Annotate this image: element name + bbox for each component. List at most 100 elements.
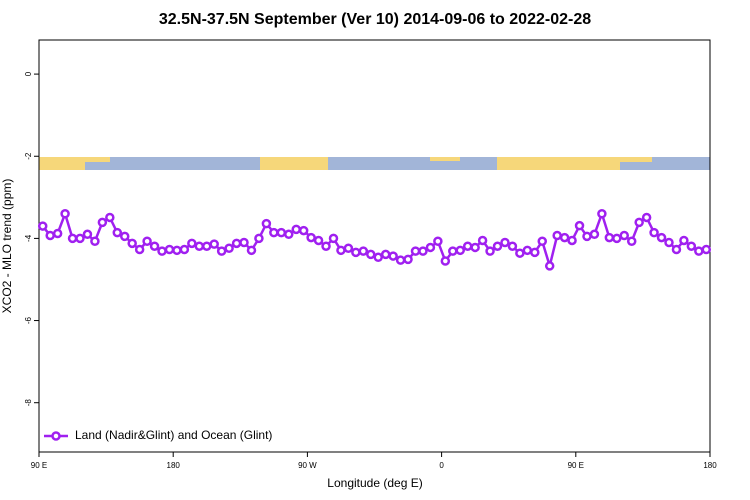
- data-point: [552, 230, 562, 241]
- data-point: [403, 254, 413, 265]
- data-point: [75, 233, 85, 244]
- data-point: [246, 245, 257, 256]
- data-point: [336, 245, 346, 256]
- y-tick-label: -2: [24, 152, 33, 160]
- data-point: [582, 231, 592, 242]
- data-point: [701, 244, 712, 255]
- data-point: [604, 232, 615, 243]
- data-point: [433, 236, 443, 247]
- data-point: [589, 229, 600, 240]
- data-point: [634, 217, 644, 228]
- data-point: [209, 239, 219, 249]
- data-point: [515, 248, 525, 258]
- data-point: [202, 241, 212, 251]
- chart-title: 32.5N-37.5N September (Ver 10) 2014-09-0…: [159, 11, 591, 28]
- data-point: [164, 244, 175, 255]
- data-point: [395, 255, 406, 265]
- data-point: [537, 236, 547, 247]
- data-point: [440, 256, 451, 266]
- data-point: [179, 244, 190, 255]
- data-point: [626, 236, 637, 247]
- x-tick-label: 90 W: [298, 461, 317, 470]
- x-axis-label: Longitude (deg E): [327, 476, 422, 490]
- data-point: [82, 229, 93, 240]
- data-point: [507, 241, 518, 251]
- data-point: [686, 241, 697, 251]
- data-point: [67, 233, 78, 244]
- data-point: [187, 238, 197, 249]
- data-point: [656, 232, 667, 243]
- data-point: [269, 227, 279, 238]
- data-point: [276, 227, 287, 238]
- data-point: [462, 241, 473, 251]
- data-point: [612, 233, 622, 244]
- x-tick-label: 0: [439, 461, 444, 470]
- data-point: [313, 235, 324, 246]
- data-point: [298, 225, 309, 236]
- data-point: [366, 249, 376, 260]
- data-point: [194, 241, 205, 251]
- y-axis-label: XCO2 - MLO trend (ppm): [0, 179, 14, 314]
- data-point: [261, 218, 272, 229]
- data-point: [418, 246, 428, 256]
- x-tick-label: 180: [167, 461, 181, 470]
- data-point: [380, 249, 391, 260]
- y-tick-label: -8: [24, 399, 33, 407]
- data-point: [105, 212, 115, 223]
- data-point: [679, 235, 689, 246]
- data-point: [119, 231, 130, 242]
- data-point: [224, 243, 234, 254]
- data-point: [306, 232, 316, 243]
- data-point: [172, 245, 182, 256]
- land-ocean-strip: [39, 157, 710, 170]
- y-tick-label: -4: [24, 234, 33, 242]
- data-point: [328, 233, 339, 244]
- data-point: [358, 246, 369, 256]
- data-point: [134, 244, 145, 255]
- data-point: [231, 238, 242, 249]
- x-tick-label: 90 E: [31, 461, 47, 470]
- data-point: [291, 224, 301, 235]
- data-point: [216, 246, 227, 256]
- data-point: [485, 246, 495, 256]
- data-point: [284, 229, 294, 240]
- data-point: [373, 252, 383, 263]
- legend-label: Land (Nadir&Glint) and Ocean (Glint): [75, 428, 272, 442]
- plot-frame: [38, 39, 711, 453]
- data-point: [410, 246, 421, 256]
- legend-marker: [51, 431, 61, 441]
- data-point: [470, 242, 480, 253]
- data-point: [254, 233, 264, 244]
- data-point: [477, 235, 488, 246]
- y-tick-label: -6: [24, 316, 33, 324]
- data-point: [90, 236, 100, 247]
- data-point: [641, 212, 652, 223]
- data-point: [567, 235, 577, 246]
- data-point: [448, 246, 458, 256]
- data-point: [500, 237, 510, 248]
- data-point: [574, 220, 585, 231]
- data-point: [45, 230, 55, 241]
- data-point: [343, 243, 354, 254]
- data-point: [649, 227, 659, 238]
- data-point: [60, 209, 70, 219]
- data-point: [351, 247, 361, 258]
- data-point: [530, 247, 540, 258]
- data-point: [664, 237, 674, 248]
- x-tick-label: 180: [703, 461, 717, 470]
- data-point: [597, 209, 607, 219]
- data-point: [37, 221, 48, 231]
- data-point: [127, 238, 137, 249]
- data-point: [455, 245, 465, 256]
- y-tick-label: 0: [24, 71, 33, 76]
- x-tick-label: 90 E: [568, 461, 584, 470]
- data-point: [239, 237, 249, 248]
- data-point: [112, 227, 123, 238]
- data-point: [694, 246, 704, 256]
- data-point: [97, 217, 108, 228]
- data-point: [52, 228, 63, 239]
- data-point: [544, 261, 555, 271]
- data-point: [388, 251, 398, 261]
- data-point: [425, 242, 436, 253]
